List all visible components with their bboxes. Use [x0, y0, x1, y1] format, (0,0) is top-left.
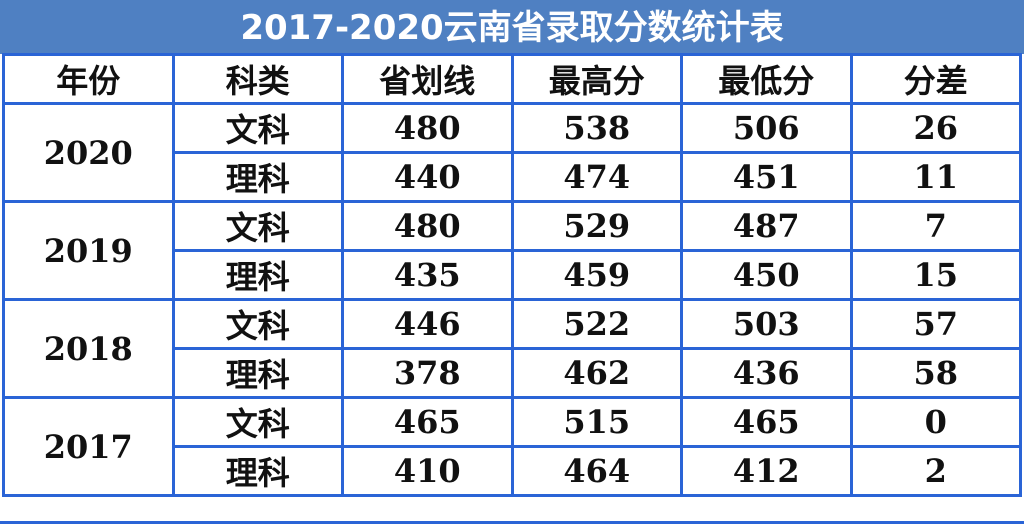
score-cell: 480	[341, 200, 514, 252]
column-header: 最低分	[680, 53, 853, 105]
score-cell: 436	[680, 347, 853, 399]
score-cell: 435	[341, 249, 514, 301]
header-row: 年份 科类 省划线 最高分 最低分 分差	[2, 53, 1022, 105]
score-cell: 480	[341, 102, 514, 154]
score-cell: 515	[510, 396, 683, 448]
score-cell: 26	[849, 102, 1022, 154]
column-header: 年份	[2, 53, 175, 105]
score-cell: 2	[849, 445, 1022, 497]
column-header: 最高分	[510, 53, 683, 105]
subject-cell: 文科	[171, 396, 344, 448]
subject-cell: 理科	[171, 151, 344, 203]
subject-cell: 理科	[171, 445, 344, 497]
table-row: 理科 410 464 412 2	[4, 445, 1022, 497]
score-cell: 446	[341, 298, 514, 350]
score-cell: 464	[510, 445, 683, 497]
score-cell: 58	[849, 347, 1022, 399]
score-cell: 7	[849, 200, 1022, 252]
subject-cell: 文科	[171, 102, 344, 154]
table-row: 理科 440 474 451 11	[4, 151, 1022, 203]
score-cell: 465	[341, 396, 514, 448]
score-cell: 451	[680, 151, 853, 203]
table-row: 理科 435 459 450 15	[4, 249, 1022, 301]
score-cell: 506	[680, 102, 853, 154]
score-cell: 503	[680, 298, 853, 350]
column-header: 省划线	[341, 53, 514, 105]
subject-cell: 理科	[171, 249, 344, 301]
year-cell: 2017	[2, 396, 175, 497]
score-cell: 378	[341, 347, 514, 399]
score-cell: 412	[680, 445, 853, 497]
subject-cell: 文科	[171, 298, 344, 350]
year-cell: 2019	[2, 200, 175, 301]
score-cell: 522	[510, 298, 683, 350]
score-cell: 440	[341, 151, 514, 203]
column-header: 科类	[171, 53, 344, 105]
score-cell: 538	[510, 102, 683, 154]
score-cell: 15	[849, 249, 1022, 301]
column-header: 分差	[849, 53, 1022, 105]
table-row: 理科 378 462 436 58	[4, 347, 1022, 399]
year-cell: 2018	[2, 298, 175, 399]
year-cell: 2020	[2, 102, 175, 203]
score-cell: 57	[849, 298, 1022, 350]
table-row: 2017 文科 465 515 465 0	[2, 396, 1022, 497]
table-row: 2018 文科 446 522 503 57	[2, 298, 1022, 399]
score-cell: 462	[510, 347, 683, 399]
table-row: 2019 文科 480 529 487 7	[2, 200, 1022, 301]
table-row: 2020 文科 480 538 506 26	[2, 102, 1022, 203]
score-cell: 0	[849, 396, 1022, 448]
score-cell: 474	[510, 151, 683, 203]
score-cell: 465	[680, 396, 853, 448]
score-cell: 410	[341, 445, 514, 497]
score-table: 年份 科类 省划线 最高分 最低分 分差 2020 文科 480 538 506 26 理科 440 474…	[2, 53, 1022, 497]
score-cell: 11	[849, 151, 1022, 203]
score-cell: 529	[510, 200, 683, 252]
score-cell: 459	[510, 249, 683, 301]
table-title: 2017-2020云南省录取分数统计表	[0, 0, 1024, 54]
score-cell: 450	[680, 249, 853, 301]
score-cell: 487	[680, 200, 853, 252]
subject-cell: 文科	[171, 200, 344, 252]
subject-cell: 理科	[171, 347, 344, 399]
